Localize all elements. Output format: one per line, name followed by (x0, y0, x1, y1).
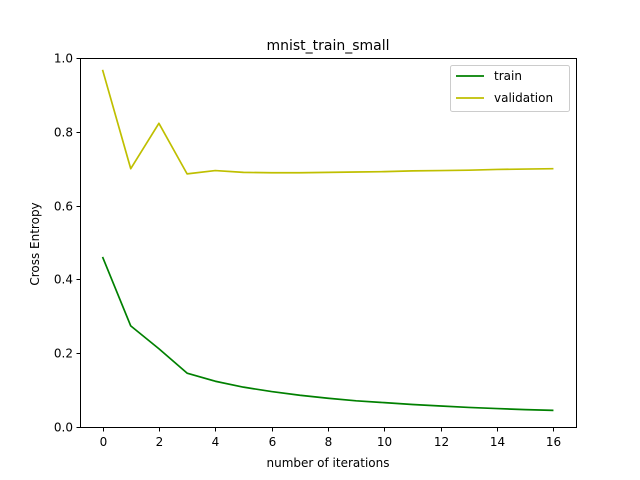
legend: train validation (450, 65, 570, 112)
series-line-validation (101, 69, 554, 175)
x-tick-label: 10 (377, 435, 392, 449)
legend-label-validation: validation (494, 91, 553, 105)
y-tick-label: 0.6 (54, 200, 73, 214)
x-tick-label: 14 (490, 435, 505, 449)
series-line-train (101, 256, 554, 412)
x-tick-label: 8 (325, 435, 333, 449)
x-tick-label: 12 (434, 435, 449, 449)
x-axis: 0 2 4 6 8 10 12 14 16 (100, 427, 561, 449)
y-tick-label: 0.2 (54, 347, 73, 361)
series-layer (101, 69, 554, 412)
y-axis: 0.0 0.2 0.4 0.6 0.8 1.0 (54, 52, 81, 435)
y-tick-label: 0.4 (54, 273, 73, 287)
y-tick-label: 0.8 (54, 126, 73, 140)
x-axis-label: number of iterations (267, 456, 390, 470)
x-tick-label: 4 (212, 435, 220, 449)
y-tick-label: 1.0 (54, 52, 73, 66)
legend-box (450, 65, 570, 112)
x-tick-label: 6 (269, 435, 277, 449)
y-tick-label: 0.0 (54, 421, 73, 435)
legend-label-train: train (494, 69, 522, 83)
x-tick-label: 16 (546, 435, 561, 449)
y-axis-label: Cross Entropy (28, 202, 42, 285)
x-tick-label: 0 (100, 435, 108, 449)
x-tick-label: 2 (156, 435, 164, 449)
chart-title: mnist_train_small (266, 38, 389, 54)
